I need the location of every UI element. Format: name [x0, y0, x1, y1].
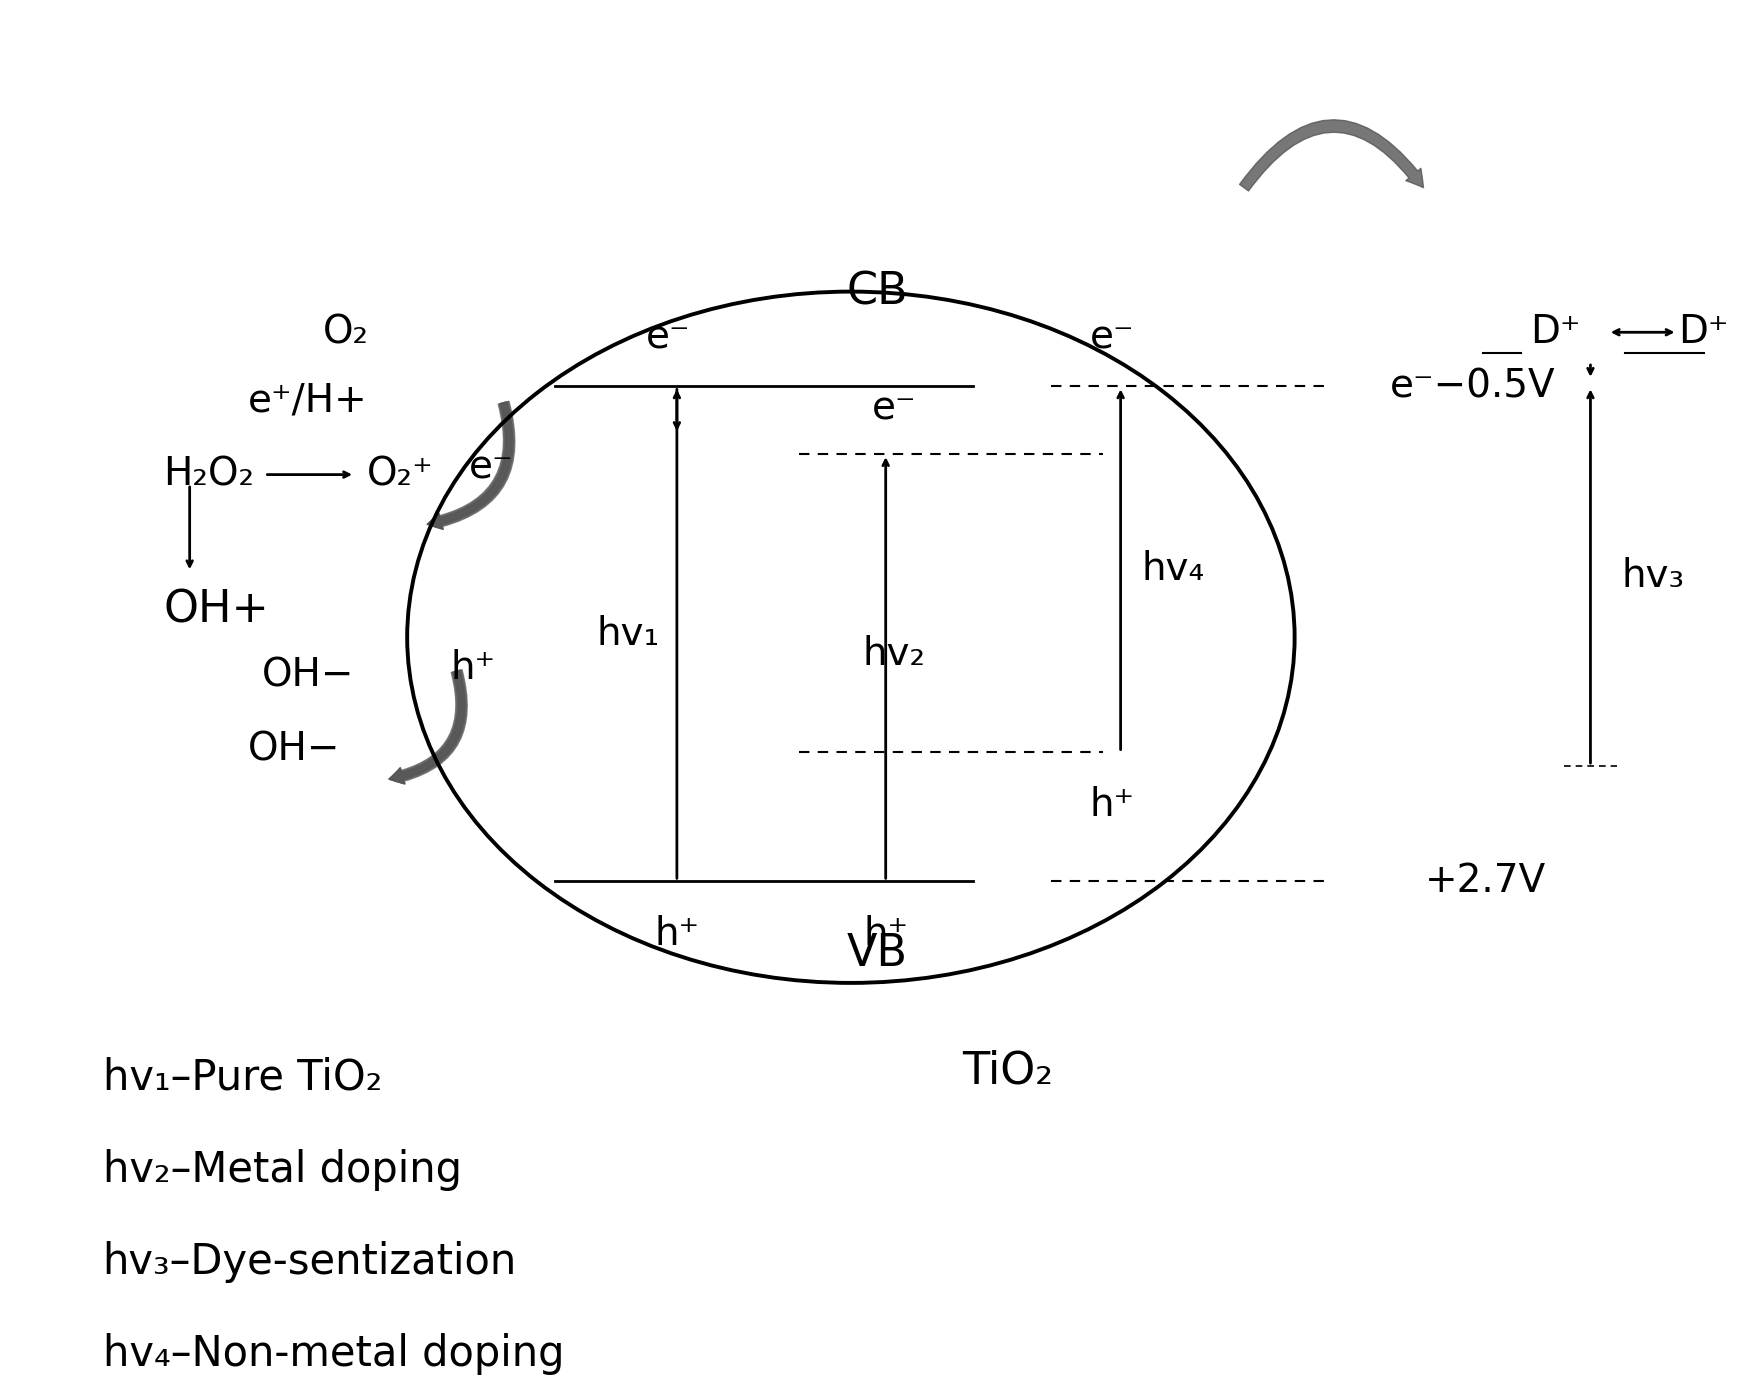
FancyArrowPatch shape	[389, 670, 465, 783]
Text: e⁻−0.5V: e⁻−0.5V	[1391, 368, 1556, 406]
Text: VB: VB	[847, 931, 907, 974]
Text: e⁺/H+: e⁺/H+	[247, 381, 368, 419]
Text: hv₃: hv₃	[1622, 558, 1686, 595]
Text: OH+: OH+	[163, 588, 270, 631]
Text: e⁻: e⁻	[872, 389, 917, 428]
Text: D⁺: D⁺	[1531, 313, 1580, 352]
Text: D⁺: D⁺	[1679, 313, 1729, 352]
FancyArrowPatch shape	[389, 670, 467, 783]
Text: OH−: OH−	[261, 656, 354, 695]
Text: O₂: O₂	[323, 313, 370, 352]
Text: H₂O₂: H₂O₂	[163, 455, 254, 494]
FancyArrowPatch shape	[389, 670, 467, 783]
Text: hv₄: hv₄	[1142, 551, 1205, 588]
FancyArrowPatch shape	[1240, 120, 1424, 191]
FancyArrowPatch shape	[428, 401, 512, 529]
Text: hv₂: hv₂	[863, 635, 926, 673]
Text: h⁺: h⁺	[451, 649, 496, 688]
Text: TiO₂: TiO₂	[961, 1049, 1052, 1092]
Text: +2.7V: +2.7V	[1426, 862, 1547, 900]
Text: hv₂–Metal doping: hv₂–Metal doping	[103, 1149, 461, 1192]
Text: e⁻: e⁻	[645, 318, 691, 357]
Text: h⁺: h⁺	[654, 915, 700, 954]
FancyArrowPatch shape	[428, 401, 514, 529]
FancyArrowPatch shape	[428, 401, 516, 529]
Text: CB: CB	[845, 270, 909, 313]
Text: e⁻: e⁻	[1089, 318, 1135, 357]
Text: e⁻: e⁻	[468, 448, 512, 487]
Text: h⁺: h⁺	[863, 915, 909, 954]
Text: hv₃–Dye-sentization: hv₃–Dye-sentization	[103, 1241, 517, 1283]
Text: hv₁: hv₁	[596, 614, 660, 653]
Text: O₂⁺: O₂⁺	[367, 455, 433, 494]
Text: hv₁–Pure TiO₂: hv₁–Pure TiO₂	[103, 1057, 382, 1099]
Text: h⁺: h⁺	[1089, 786, 1135, 825]
Text: hv₄–Non-metal doping: hv₄–Non-metal doping	[103, 1333, 565, 1376]
Text: OH−: OH−	[247, 731, 340, 768]
